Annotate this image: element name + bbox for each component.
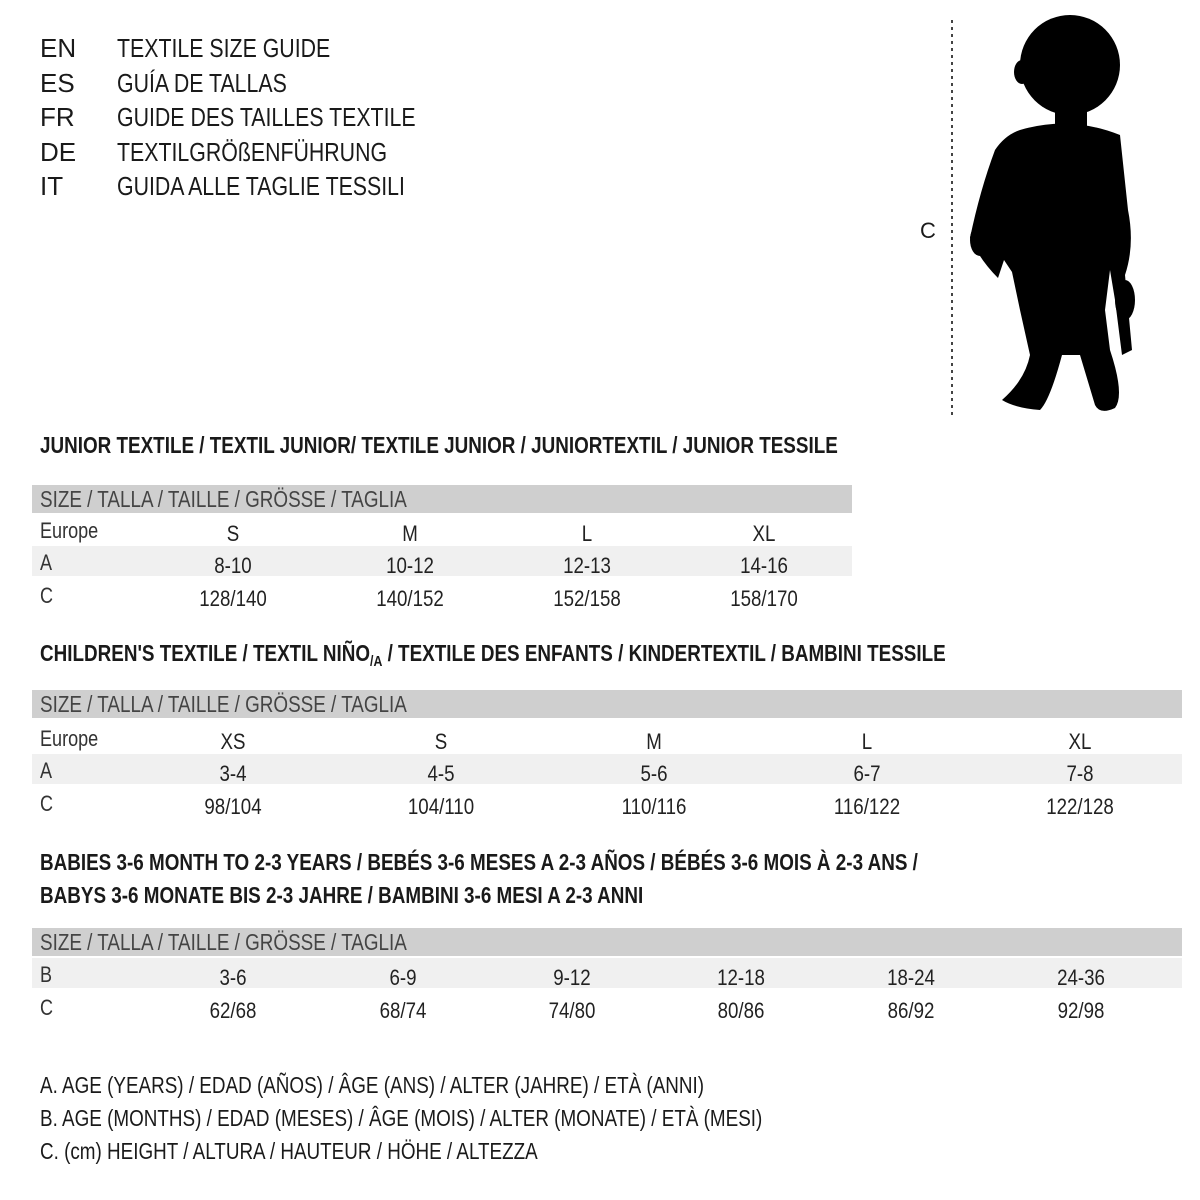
table-cell: 18-24 [887,965,935,990]
row-label: Europe [40,518,111,544]
table-cell: 6-9 [389,965,417,990]
table-cell: 9-12 [553,965,591,990]
language-title: GUÍA DE TALLAS [117,68,324,99]
language-title-text: GUIDE DES TAILLES TEXTILE [117,102,416,132]
row-label: Europe [40,726,111,752]
alt-row-bg [32,958,1182,988]
legend-item-text: C. (cm) HEIGHT / ALTURA / HAUTEUR / HÖHE… [40,1138,538,1164]
children-heading-post: / TEXTILE DES ENFANTS / KINDERTEXTIL / B… [382,640,946,666]
language-code: EN [40,33,77,63]
row-label-text: C [40,791,54,816]
alt-row-bg [32,546,852,576]
language-title-text: GUIDA ALLE TAGLIE TESSILI [117,171,405,201]
row-label-text: A [40,758,53,783]
table-cell: 4-5 [427,761,455,786]
table-cell: 128/140 [199,586,267,611]
babies-heading-line1: BABIES 3-6 MONTH TO 2-3 YEARS / BEBÉS 3-… [40,849,1111,876]
row-label: C [40,995,56,1021]
size-header-text: SIZE / TALLA / TAILLE / GRÖSSE / TAGLIA [40,691,407,717]
table-cell: 5-6 [640,761,668,786]
table-cell: L [581,521,593,546]
children-heading: CHILDREN'S TEXTILE / TEXTIL NIÑO/A / TEX… [40,640,1145,670]
legend-item-text: B. AGE (MONTHS) / EDAD (MESES) / ÂGE (MO… [40,1105,763,1131]
row-label: A [40,550,55,576]
table-cell: M [402,521,418,546]
row-label-text: Europe [40,726,99,751]
table-cell: 98/104 [204,794,262,819]
children-heading-text: CHILDREN'S TEXTILE / TEXTIL NIÑO/A / TEX… [40,640,946,670]
table-cell: 8-10 [214,553,252,578]
table-cell: XL [752,521,776,546]
language-title: GUIDA ALLE TAGLIE TESSILI [117,171,468,202]
language-code: FR [40,102,75,132]
babies-heading-line2: BABYS 3-6 MONATE BIS 2-3 JAHRE / BAMBINI… [40,882,776,909]
row-label: A [40,758,55,784]
children-heading-pre: CHILDREN'S TEXTILE / TEXTIL NIÑO [40,640,371,666]
table-cell: 104/110 [407,794,475,819]
table-cell: 92/98 [1057,998,1105,1023]
table-cell: L [861,729,873,754]
table-cell: 6-7 [853,761,881,786]
table-cell: 68/74 [379,998,427,1023]
row-label-text: A [40,550,53,575]
babies-heading-line1-text: BABIES 3-6 MONTH TO 2-3 YEARS / BEBÉS 3-… [40,849,918,875]
junior-heading-text: JUNIOR TEXTILE / TEXTIL JUNIOR/ TEXTILE … [40,432,838,458]
table-cell: 62/68 [209,998,257,1023]
table-cell: 3-6 [219,965,247,990]
table-cell: 110/116 [621,794,687,819]
legend-item-text: A. AGE (YEARS) / EDAD (AÑOS) / ÂGE (ANS)… [40,1072,705,1098]
table-cell: 3-4 [219,761,247,786]
language-title-text: TEXTILGRÖßENFÜHRUNG [117,136,388,167]
table-cell: 86/92 [887,998,935,1023]
language-title: GUIDE DES TAILLES TEXTILE [117,102,481,133]
children-heading-sub: /A [370,653,383,670]
table-cell: XS [220,729,246,754]
row-label: C [40,791,56,817]
table-cell: 80/86 [717,998,765,1023]
size-header-text: SIZE / TALLA / TAILLE / GRÖSSE / TAGLIA [40,929,407,955]
row-label-text: C [40,583,54,608]
table-cell: 116/122 [833,794,901,819]
table-cell: 10-12 [386,553,434,578]
measure-label: C [920,218,936,243]
junior-heading: JUNIOR TEXTILE / TEXTIL JUNIOR/ TEXTILE … [40,432,1013,459]
legend-item: B. AGE (MONTHS) / EDAD (MESES) / ÂGE (MO… [40,1105,921,1132]
language-code: ES [40,67,75,98]
table-cell: 140/152 [376,586,444,611]
size-header-band: SIZE / TALLA / TAILLE / GRÖSSE / TAGLIA [32,690,1182,718]
table-cell: S [226,521,240,546]
table-cell: 14-16 [740,553,788,578]
row-label-text: C [40,995,54,1020]
legend-item: C. (cm) HEIGHT / ALTURA / HAUTEUR / HÖHE… [40,1138,647,1165]
table-cell: M [646,729,662,754]
row-label-text: B [40,962,53,987]
child-silhouette-icon [951,15,1135,415]
table-cell: XL [1068,729,1092,754]
table-cell: S [434,729,448,754]
table-cell: 24-36 [1057,965,1105,990]
language-title: TEXTILE SIZE GUIDE [117,33,377,64]
language-title: TEXTILGRÖßENFÜHRUNG [117,137,446,168]
size-header-text: SIZE / TALLA / TAILLE / GRÖSSE / TAGLIA [40,486,407,512]
table-cell: 158/170 [730,586,798,611]
table-cell: 12-18 [717,965,765,990]
alt-row-bg [32,754,1182,784]
row-label: B [40,962,55,988]
legend-item: A. AGE (YEARS) / EDAD (AÑOS) / ÂGE (ANS)… [40,1072,850,1099]
table-cell: 12-13 [563,553,611,578]
table-cell: 152/158 [553,586,621,611]
babies-heading-line2-text: BABYS 3-6 MONATE BIS 2-3 JAHRE / BAMBINI… [40,882,644,908]
table-cell: 122/128 [1046,794,1114,819]
language-code: IT [40,171,64,201]
language-title-text: TEXTILE SIZE GUIDE [117,33,331,63]
table-cell: 7-8 [1066,761,1094,786]
size-header-band: SIZE / TALLA / TAILLE / GRÖSSE / TAGLIA [32,928,1182,956]
language-title-text: GUÍA DE TALLAS [117,67,287,98]
size-header-band: SIZE / TALLA / TAILLE / GRÖSSE / TAGLIA [32,485,852,513]
language-code: DE [40,136,77,167]
table-cell: 74/80 [548,998,596,1023]
row-label-text: Europe [40,518,99,543]
row-label: C [40,583,56,609]
